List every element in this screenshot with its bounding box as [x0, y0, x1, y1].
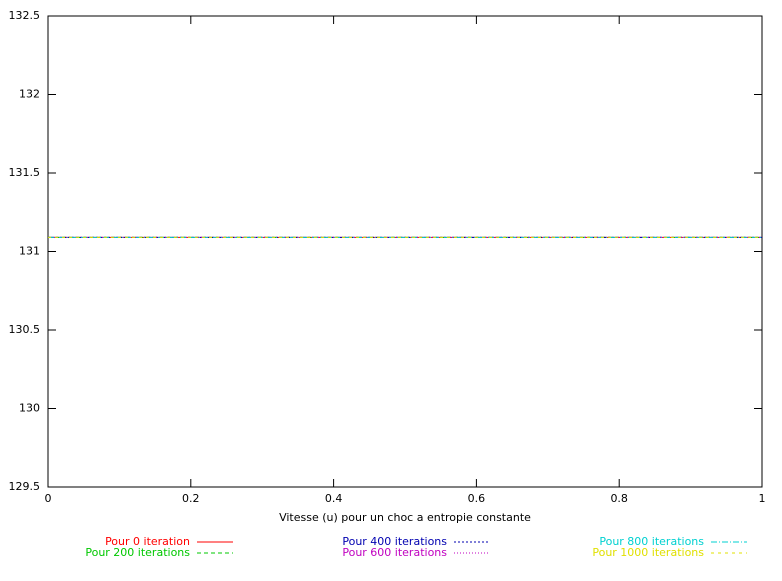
y-tick-label: 131.5	[9, 166, 41, 179]
legend-label: Pour 0 iteration	[105, 535, 190, 548]
y-tick-label: 129.5	[9, 480, 41, 493]
x-tick-label: 0.8	[610, 492, 628, 505]
legend-label: Pour 600 iterations	[342, 546, 447, 559]
legend-label: Pour 800 iterations	[599, 535, 704, 548]
x-tick-label: 0.4	[325, 492, 343, 505]
y-tick-label: 130	[19, 402, 40, 415]
legend-label: Pour 400 iterations	[342, 535, 447, 548]
legend-label: Pour 1000 iterations	[592, 546, 704, 559]
x-tick-label: 0	[45, 492, 52, 505]
y-tick-label: 130.5	[9, 323, 41, 336]
plot-border	[47, 15, 763, 488]
x-tick-label: 0.6	[468, 492, 486, 505]
x-axis-label: Vitesse (u) pour un choc a entropie cons…	[279, 511, 531, 524]
x-tick-label: 1	[759, 492, 766, 505]
legend-label: Pour 200 iterations	[85, 546, 190, 559]
y-tick-label: 131	[19, 245, 40, 258]
x-tick-label: 0.2	[182, 492, 200, 505]
y-tick-label: 132	[19, 88, 40, 101]
y-tick-label: 132.5	[9, 9, 41, 22]
